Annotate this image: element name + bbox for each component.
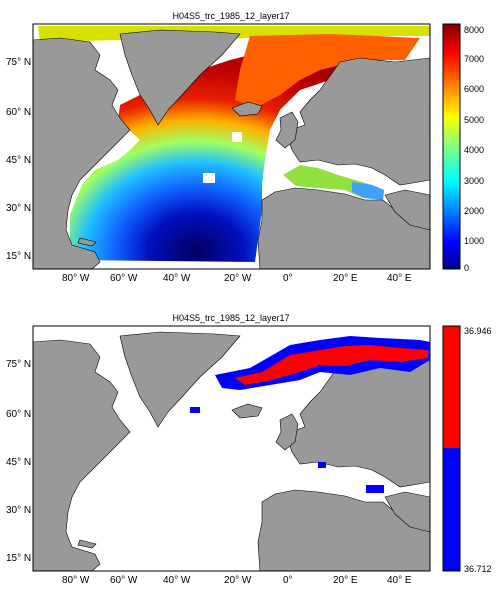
p2-ytick-60: 60° N <box>6 409 32 420</box>
p2-xtick-60w: 60° W <box>110 575 138 586</box>
cb1-tick-1000: 1000 <box>464 236 485 246</box>
p2-xtick-20e: 20° E <box>333 575 358 586</box>
p2-xtick-40e: 40° E <box>387 575 412 586</box>
p1-xtick-40e: 40° E <box>387 273 412 284</box>
p1-xtick-20w: 20° W <box>224 273 252 284</box>
p1-ytick-30: 30° N <box>6 203 32 214</box>
class-red-patch <box>235 345 428 385</box>
p1-xtick-80w: 80° W <box>62 273 90 284</box>
p1-ytick-60: 60° N <box>6 107 32 118</box>
p2-ytick-75: 75° N <box>6 359 32 370</box>
class-blue-med2 <box>366 485 384 493</box>
panel2-frame <box>32 325 431 572</box>
p1-ytick-75: 75° N <box>6 57 32 68</box>
panel1-map <box>33 24 430 269</box>
p2-ytick-30: 30° N <box>6 505 32 516</box>
p2-ytick-15: 15° N <box>6 553 32 564</box>
cb2-bottom-label: 36.712 <box>464 564 492 574</box>
cb1-tick-8000: 8000 <box>464 25 485 35</box>
colorbar2-red <box>443 326 460 448</box>
panel1-frame <box>32 23 431 270</box>
p1-xtick-20e: 20° E <box>333 273 358 284</box>
p2-xtick-0: 0° <box>283 575 293 586</box>
med-east <box>352 182 384 200</box>
class-blue-dot <box>190 407 200 413</box>
panel1-title: H04S5_trc_1985_12_layer17 <box>172 11 290 21</box>
colorbar2-frame <box>442 325 461 572</box>
colorbar2-blue <box>443 448 460 571</box>
p1-xtick-60w: 60° W <box>110 273 138 284</box>
cb1-tick-5000: 5000 <box>464 115 485 125</box>
class-blue-med1 <box>318 462 326 468</box>
panel2-map <box>33 326 430 571</box>
arctic-band-red <box>235 34 420 108</box>
cb1-tick-4000: 4000 <box>464 145 485 155</box>
land <box>33 29 430 269</box>
p2-xtick-20w: 20° W <box>224 575 252 586</box>
cb1-tick-3000: 3000 <box>464 176 485 186</box>
p1-xtick-0: 0° <box>283 273 293 284</box>
p1-ytick-15: 15° N <box>6 251 32 262</box>
panel2-title: H04S5_trc_1985_12_layer17 <box>172 313 290 323</box>
land2 <box>33 331 430 571</box>
cb1-tick-2000: 2000 <box>464 206 485 216</box>
cb1-tick-7000: 7000 <box>464 54 485 64</box>
p2-xtick-80w: 80° W <box>62 575 90 586</box>
cb2-top-label: 36.946 <box>464 326 492 336</box>
p2-xtick-40w: 40° W <box>163 575 191 586</box>
cb1-tick-0: 0 <box>464 263 470 273</box>
p1-ytick-45: 45° N <box>6 155 32 166</box>
p2-ytick-45: 45° N <box>6 457 32 468</box>
p1-xtick-40w: 40° W <box>163 273 191 284</box>
cb1-tick-6000: 6000 <box>464 84 485 94</box>
colorbar1 <box>442 23 461 270</box>
